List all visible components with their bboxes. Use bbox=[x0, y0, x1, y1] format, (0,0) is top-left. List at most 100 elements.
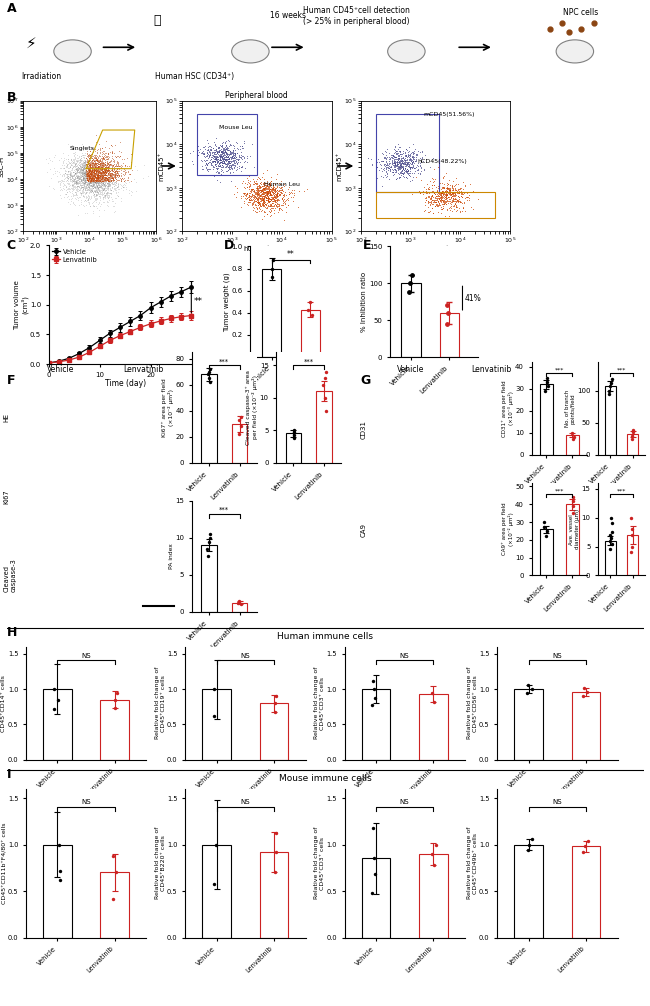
Point bbox=[81, 162, 91, 178]
Point bbox=[108, 167, 118, 183]
Point bbox=[63, 179, 73, 195]
Point bbox=[83, 173, 93, 189]
Point bbox=[396, 156, 407, 172]
Point bbox=[100, 170, 110, 186]
Point bbox=[78, 165, 88, 181]
Point bbox=[110, 169, 120, 185]
Point bbox=[85, 170, 96, 186]
Point bbox=[75, 160, 85, 176]
Point bbox=[87, 177, 98, 193]
Point bbox=[210, 154, 220, 170]
Point bbox=[406, 156, 417, 172]
Point bbox=[427, 199, 437, 215]
Point bbox=[119, 167, 129, 183]
Point bbox=[105, 168, 115, 184]
Point bbox=[106, 186, 116, 202]
Point bbox=[454, 183, 465, 199]
Point bbox=[261, 190, 271, 206]
Point bbox=[72, 167, 82, 183]
Point bbox=[95, 179, 105, 195]
Point bbox=[75, 162, 85, 178]
Point bbox=[94, 177, 105, 193]
Point bbox=[232, 156, 242, 172]
Point bbox=[86, 153, 97, 169]
Point bbox=[88, 167, 98, 183]
Point bbox=[395, 143, 406, 159]
Point bbox=[101, 169, 111, 185]
Point bbox=[102, 155, 112, 171]
Point bbox=[118, 179, 129, 195]
Point bbox=[219, 154, 229, 170]
Point bbox=[107, 179, 118, 195]
Point bbox=[84, 162, 94, 178]
Point bbox=[85, 171, 96, 187]
Point bbox=[105, 165, 116, 181]
Point bbox=[261, 181, 272, 197]
Point bbox=[76, 180, 86, 196]
Point bbox=[112, 165, 122, 181]
Point bbox=[94, 194, 104, 210]
Point bbox=[439, 196, 450, 212]
Point bbox=[94, 158, 104, 174]
Point bbox=[237, 140, 248, 156]
Point bbox=[430, 186, 441, 202]
Point bbox=[86, 148, 97, 164]
Point bbox=[447, 179, 457, 195]
Point bbox=[101, 160, 112, 176]
Point bbox=[98, 164, 108, 180]
Point bbox=[403, 154, 413, 170]
Point bbox=[72, 164, 82, 180]
Point bbox=[251, 189, 261, 205]
Point bbox=[132, 162, 142, 178]
Point bbox=[447, 193, 457, 209]
Point bbox=[219, 155, 229, 171]
Point bbox=[393, 150, 404, 166]
Point bbox=[75, 156, 85, 172]
Point bbox=[428, 205, 438, 221]
Point bbox=[258, 196, 268, 212]
Point bbox=[98, 155, 108, 171]
Point bbox=[68, 172, 79, 188]
Point bbox=[299, 183, 309, 199]
Point bbox=[220, 133, 231, 149]
Point bbox=[84, 162, 95, 178]
Point bbox=[77, 165, 88, 181]
Point bbox=[105, 168, 116, 184]
Point bbox=[224, 157, 235, 173]
Point bbox=[265, 176, 275, 192]
Point bbox=[441, 187, 451, 203]
Point bbox=[90, 162, 100, 178]
Point bbox=[103, 180, 114, 196]
Point bbox=[78, 166, 88, 182]
Point bbox=[434, 191, 445, 207]
Point bbox=[120, 157, 131, 173]
Point bbox=[102, 159, 112, 175]
Point bbox=[89, 166, 99, 182]
Point bbox=[120, 157, 131, 173]
Point bbox=[74, 149, 85, 165]
Point bbox=[250, 175, 260, 191]
Point bbox=[250, 191, 261, 207]
Point bbox=[263, 184, 273, 200]
Point bbox=[78, 172, 88, 188]
Point bbox=[66, 171, 76, 187]
Point bbox=[82, 167, 92, 183]
Point bbox=[94, 161, 104, 177]
Point bbox=[102, 180, 112, 196]
Point bbox=[105, 144, 116, 160]
Point bbox=[104, 162, 114, 178]
Point bbox=[93, 181, 103, 197]
Point bbox=[94, 165, 105, 181]
Point bbox=[438, 196, 448, 212]
Point bbox=[87, 158, 98, 174]
Point bbox=[90, 159, 101, 175]
Point bbox=[216, 149, 227, 165]
Point bbox=[91, 159, 101, 175]
Point bbox=[81, 156, 92, 172]
Point bbox=[88, 172, 98, 188]
Point bbox=[84, 168, 94, 184]
Point bbox=[66, 168, 77, 184]
Ellipse shape bbox=[556, 40, 593, 63]
Point bbox=[106, 167, 116, 183]
Point bbox=[263, 176, 274, 192]
